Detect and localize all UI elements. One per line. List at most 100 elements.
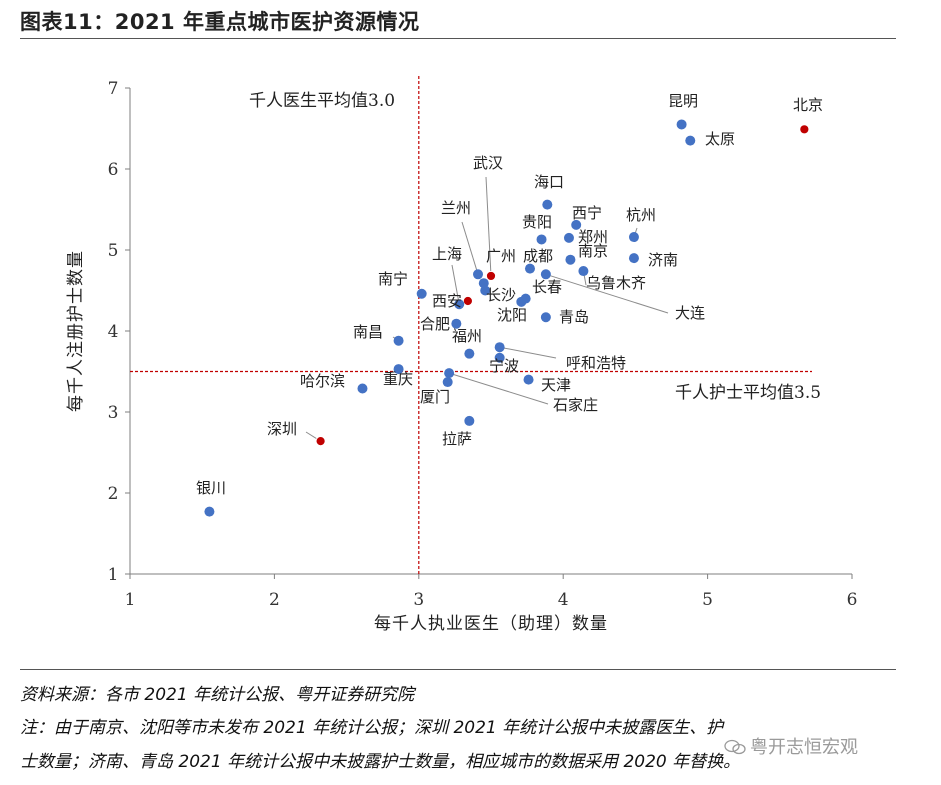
point-label: 深圳 — [267, 420, 297, 438]
point-label: 宁波 — [489, 357, 519, 375]
data-point — [315, 436, 326, 447]
x-tick-label: 4 — [558, 590, 569, 610]
y-tick-label: 7 — [108, 79, 119, 99]
point-label: 长春 — [532, 278, 562, 296]
source-note: 资料来源：各市 2021 年统计公报、粤开证券研究院 — [20, 685, 415, 705]
x-axis-label: 每千人执业医生（助理）数量 — [374, 614, 608, 634]
x-tick-label: 2 — [269, 590, 280, 610]
point-label: 青岛 — [559, 308, 589, 326]
point-label: 乌鲁木齐 — [586, 274, 646, 292]
y-axis-label: 每千人注册护士数量 — [66, 250, 86, 412]
x-tick-label: 3 — [413, 590, 424, 610]
leader-line — [461, 221, 479, 275]
point-label: 杭州 — [626, 206, 656, 224]
reference-lines: 千人医生平均值3.0 千人护士平均值3.5 — [130, 76, 821, 574]
data-point — [494, 342, 505, 353]
data-point — [454, 299, 465, 310]
data-point — [357, 383, 368, 394]
data-point — [685, 135, 696, 146]
data-points — [204, 119, 810, 517]
point-label: 西安 — [432, 292, 462, 310]
point-label: 贵阳 — [522, 213, 552, 231]
point-label: 北京 — [793, 96, 823, 114]
data-point — [416, 288, 427, 299]
leader-line — [451, 264, 460, 305]
point-label: 成都 — [523, 247, 553, 265]
scatter-chart: 1 2 3 4 5 6 1 2 3 4 5 6 7 每千人执业医生（助理）数量 每千人注册护士数量 千人医生… — [66, 76, 857, 634]
point-label: 南昌 — [353, 323, 383, 341]
point-label: 石家庄 — [553, 396, 598, 414]
point-label: 西宁 — [572, 204, 602, 222]
point-label: 银川 — [196, 479, 226, 497]
nurse-average-label: 千人护士平均值3.5 — [675, 383, 821, 403]
figure-title: 图表11：2021 年重点城市医护资源情况 — [20, 10, 420, 34]
point-label: 沈阳 — [497, 306, 527, 324]
point-label: 合肥 — [420, 315, 450, 333]
data-point — [524, 263, 535, 274]
footnote-line-1: 注：由于南京、沈阳等市未发布 2021 年统计公报；深圳 2021 年统计公报中… — [20, 718, 724, 738]
chart-axes: 1 2 3 4 5 6 1 2 3 4 5 6 7 每千人执业医生（助理）数量 每千人注册护士数量 — [66, 79, 857, 634]
data-point — [536, 234, 547, 245]
point-label: 福州 — [452, 327, 482, 345]
watermark-text: 粤开志恒宏观 — [750, 737, 858, 758]
point-label: 拉萨 — [442, 430, 472, 448]
point-label: 南京 — [578, 242, 608, 260]
leader-line — [499, 346, 557, 359]
data-point — [393, 335, 404, 346]
y-tick-label: 5 — [108, 241, 119, 261]
data-point — [565, 254, 576, 265]
point-label: 兰州 — [441, 199, 471, 217]
point-label: 大连 — [675, 304, 705, 322]
point-label: 武汉 — [473, 154, 503, 172]
data-point — [464, 348, 475, 359]
data-point — [540, 269, 551, 280]
data-point — [676, 119, 687, 130]
data-point — [451, 318, 462, 329]
point-label: 长沙 — [486, 286, 516, 304]
point-label: 天津 — [541, 376, 571, 394]
point-label: 上海 — [432, 245, 462, 263]
point-label: 广州 — [486, 247, 516, 265]
data-point — [485, 270, 497, 282]
x-tick-label: 5 — [702, 590, 713, 610]
data-point — [442, 377, 453, 388]
data-point — [799, 124, 810, 135]
y-tick-label: 1 — [108, 565, 119, 585]
data-point — [578, 266, 589, 277]
label-leader-lines — [305, 176, 669, 442]
point-label: 厦门 — [420, 388, 450, 406]
data-point — [480, 285, 491, 296]
leader-line — [485, 176, 492, 276]
watermark: 粤开志恒宏观 — [724, 733, 858, 759]
data-point — [444, 368, 455, 379]
data-point — [571, 219, 582, 230]
point-label: 呼和浩特 — [566, 354, 626, 372]
y-tick-label: 3 — [108, 403, 119, 423]
point-label: 哈尔滨 — [300, 372, 345, 390]
x-tick-label: 6 — [847, 590, 858, 610]
data-point — [393, 364, 404, 375]
y-tick-label: 6 — [108, 160, 119, 180]
data-point — [542, 199, 553, 210]
data-point — [464, 415, 475, 426]
point-label: 济南 — [648, 251, 678, 269]
data-point — [516, 296, 527, 307]
point-label: 南宁 — [378, 270, 408, 288]
point-label: 昆明 — [668, 92, 698, 110]
data-point — [523, 374, 534, 385]
y-tick-label: 4 — [108, 322, 119, 342]
footnote-line-2: 士数量；济南、青岛 2021 年统计公报中未披露护士数量，相应城市的数据采用 2… — [20, 752, 741, 772]
wechat-icon — [724, 739, 746, 755]
title-divider — [20, 38, 896, 39]
y-tick-label: 2 — [108, 484, 119, 504]
data-point — [628, 232, 639, 243]
data-point — [473, 269, 484, 280]
leader-line — [545, 273, 669, 314]
point-label: 重庆 — [383, 370, 413, 388]
data-point — [540, 312, 551, 323]
doctor-average-label: 千人医生平均值3.0 — [249, 91, 395, 111]
data-point — [494, 352, 505, 363]
point-label: 太原 — [705, 130, 735, 148]
leader-line — [448, 372, 549, 405]
